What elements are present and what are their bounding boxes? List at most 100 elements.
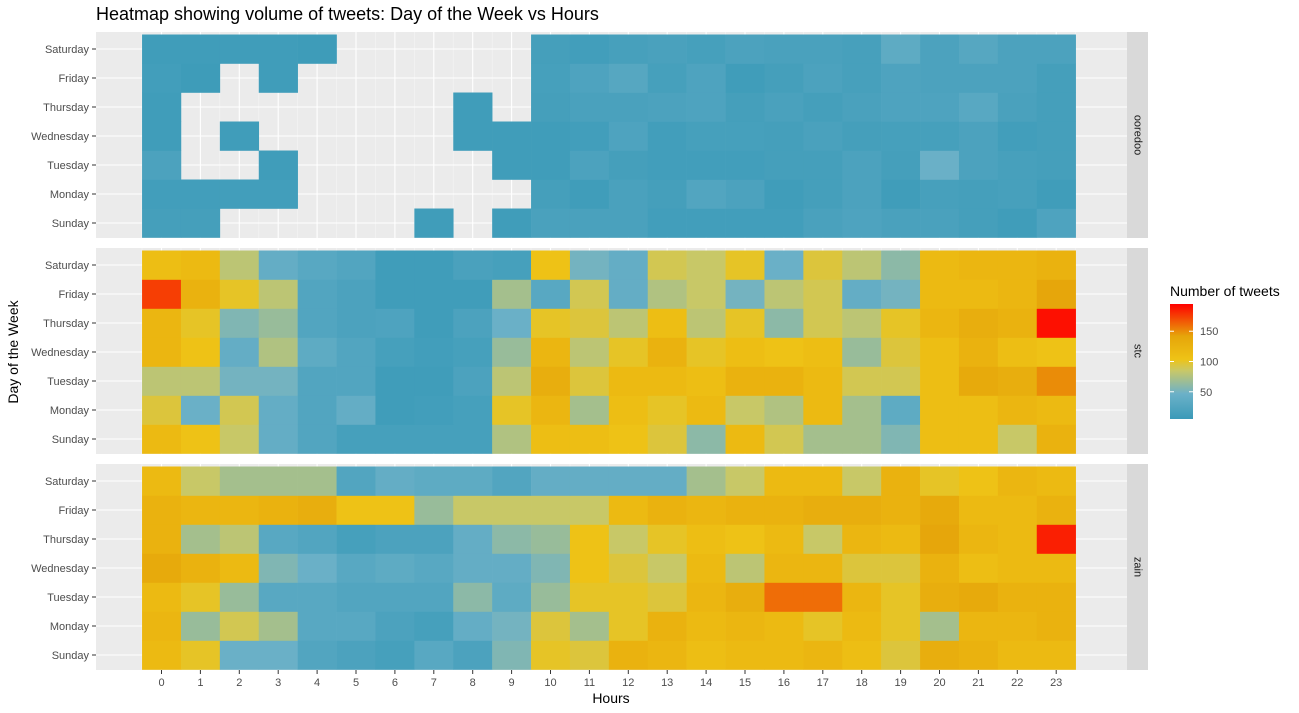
- heatmap-cell: [531, 121, 571, 151]
- heatmap-cell: [531, 34, 571, 64]
- heatmap-cell: [142, 308, 182, 338]
- heatmap-cell: [608, 582, 649, 612]
- heatmap-cell: [764, 337, 804, 367]
- heatmap-cell: [686, 495, 726, 525]
- heatmap-cell: [453, 611, 493, 641]
- legend-label: 150: [1200, 326, 1218, 338]
- heatmap-cell: [297, 424, 337, 454]
- heatmap-cell: [531, 250, 571, 280]
- heatmap-cell: [647, 424, 687, 454]
- heatmap-cell: [531, 279, 571, 309]
- heatmap-cell: [997, 553, 1038, 583]
- heatmap-cell: [297, 495, 337, 525]
- heatmap-cell: [297, 524, 337, 554]
- heatmap-cell: [686, 366, 726, 396]
- heatmap-cell: [997, 424, 1038, 454]
- heatmap-cell: [336, 640, 376, 670]
- heatmap-cell: [725, 553, 765, 583]
- heatmap-cell: [842, 279, 882, 309]
- heatmap-cell: [803, 395, 843, 425]
- facet-panels: ooredoo Sunday Monday Tuesday Wednesday Thurs…: [31, 32, 1148, 670]
- heatmap-cell: [375, 553, 415, 583]
- heatmap-cell: [180, 495, 221, 525]
- heatmap-cell: [180, 395, 221, 425]
- heatmap-cell: [608, 366, 649, 396]
- heatmap-cell: [336, 524, 376, 554]
- heatmap-cell: [958, 582, 999, 612]
- heatmap-cell: [725, 92, 765, 122]
- heatmap-cell: [1036, 495, 1076, 525]
- heatmap-cell: [492, 121, 532, 151]
- heatmap-cell: [258, 582, 298, 612]
- heatmap-cell: [958, 279, 999, 309]
- heatmap-cell: [375, 279, 415, 309]
- heatmap-cell: [958, 640, 999, 670]
- heatmap-cell: [997, 466, 1038, 496]
- heatmap-cell: [569, 150, 610, 180]
- heatmap-cell: [453, 308, 493, 338]
- heatmap-cell: [142, 63, 182, 93]
- heatmap-cell: [453, 250, 493, 280]
- x-tick-label: 21: [972, 677, 984, 689]
- heatmap-cell: [608, 524, 649, 554]
- heatmap-cell: [725, 208, 765, 238]
- heatmap-cell: [958, 63, 999, 93]
- heatmap-cell: [258, 366, 298, 396]
- heatmap-cell: [1036, 308, 1076, 338]
- heatmap-cell: [920, 34, 960, 64]
- heatmap-cell: [920, 366, 960, 396]
- heatmap-cell: [531, 582, 571, 612]
- y-tick-label: Monday: [50, 189, 90, 201]
- heatmap-cell: [842, 250, 882, 280]
- heatmap-cell: [1036, 582, 1076, 612]
- heatmap-cell: [647, 495, 687, 525]
- heatmap-cell: [569, 582, 610, 612]
- heatmap-cell: [997, 250, 1038, 280]
- legend-label: 50: [1200, 387, 1212, 399]
- heatmap-cell: [258, 395, 298, 425]
- heatmap-cell: [803, 582, 843, 612]
- heatmap-cell: [375, 582, 415, 612]
- heatmap-cell: [647, 640, 687, 670]
- x-tick-label: 10: [544, 677, 556, 689]
- x-tick-label: 8: [470, 677, 476, 689]
- heatmap-cell: [336, 611, 376, 641]
- x-tick-label: 2: [236, 677, 242, 689]
- x-tick-label: 23: [1050, 677, 1062, 689]
- heatmap-cell: [180, 250, 221, 280]
- heatmap-cell: [686, 179, 726, 209]
- y-tick-label: Thursday: [43, 318, 89, 330]
- heatmap-cell: [608, 179, 649, 209]
- heatmap-cell: [180, 582, 221, 612]
- heatmap-cell: [881, 34, 921, 64]
- heatmap-cell: [764, 640, 804, 670]
- heatmap-cell: [258, 553, 298, 583]
- y-tick-label: Saturday: [45, 476, 90, 488]
- heatmap-cell: [414, 366, 454, 396]
- y-tick-label: Saturday: [45, 44, 90, 56]
- heatmap-cell: [842, 308, 882, 338]
- heatmap-cell: [142, 121, 182, 151]
- heatmap-cell: [958, 208, 999, 238]
- heatmap-cell: [647, 308, 687, 338]
- heatmap-cell: [803, 92, 843, 122]
- heatmap-cell: [842, 208, 882, 238]
- heatmap-cell: [881, 466, 921, 496]
- heatmap-cell: [569, 495, 610, 525]
- heatmap-cell: [725, 640, 765, 670]
- y-tick-label: Monday: [50, 405, 90, 417]
- heatmap-cell: [219, 495, 260, 525]
- heatmap-cell: [608, 279, 649, 309]
- heatmap-cell: [958, 150, 999, 180]
- heatmap-cell: [958, 308, 999, 338]
- heatmap-cell: [336, 279, 376, 309]
- heatmap-cell: [297, 553, 337, 583]
- heatmap-cell: [258, 150, 298, 180]
- heatmap-cell: [647, 208, 687, 238]
- heatmap-cell: [803, 495, 843, 525]
- heatmap-cell: [997, 34, 1038, 64]
- heatmap-cell: [764, 611, 804, 641]
- heatmap-cell: [453, 121, 493, 151]
- heatmap-cell: [764, 466, 804, 496]
- heatmap-cell: [881, 611, 921, 641]
